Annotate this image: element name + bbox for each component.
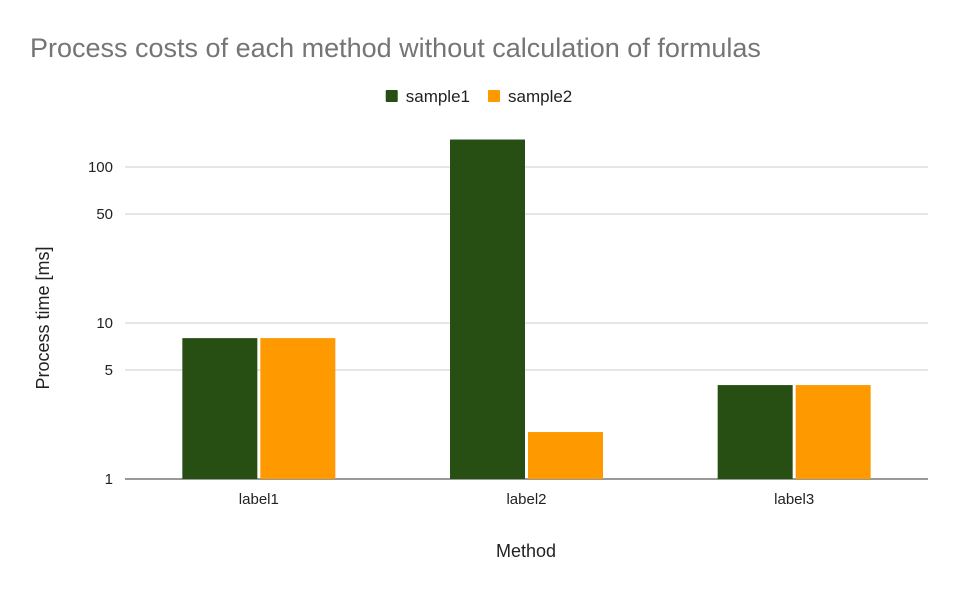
bar-sample1-label1 (182, 338, 258, 479)
legend-swatch-sample1 (385, 90, 398, 102)
legend-item-sample1: sample1 (385, 87, 470, 106)
bar-sample2-label1 (260, 338, 336, 479)
y-axis-ticks: 1 5 10 50 100 (88, 159, 113, 488)
y-tick-label-100: 100 (88, 159, 113, 176)
y-tick-label-50: 50 (96, 206, 113, 223)
bars (182, 139, 871, 479)
bar-sample1-label3 (717, 385, 793, 479)
y-tick-label-1: 1 (105, 471, 113, 488)
y-axis-label: Process time [ms] (33, 246, 53, 389)
legend-item-sample2: sample2 (488, 87, 572, 106)
x-axis-ticks: label1 label2 label3 (239, 491, 814, 508)
bar-sample2-label3 (795, 385, 871, 479)
x-tick-label-label1: label1 (239, 491, 279, 508)
bar-sample1-label2 (450, 139, 525, 479)
x-tick-label-label2: label2 (506, 491, 546, 508)
chart-title: Process costs of each method without cal… (30, 33, 761, 63)
bar-sample2-label2 (528, 432, 603, 479)
x-axis-label: Method (496, 541, 556, 561)
gridlines (125, 166, 928, 480)
x-tick-label-label3: label3 (774, 491, 814, 508)
legend-swatch-sample2 (488, 90, 500, 102)
y-tick-label-5: 5 (105, 362, 113, 379)
legend: sample1 sample2 (385, 87, 572, 106)
legend-label-sample1: sample1 (406, 87, 470, 106)
y-tick-label-10: 10 (96, 315, 113, 332)
legend-label-sample2: sample2 (508, 87, 572, 106)
